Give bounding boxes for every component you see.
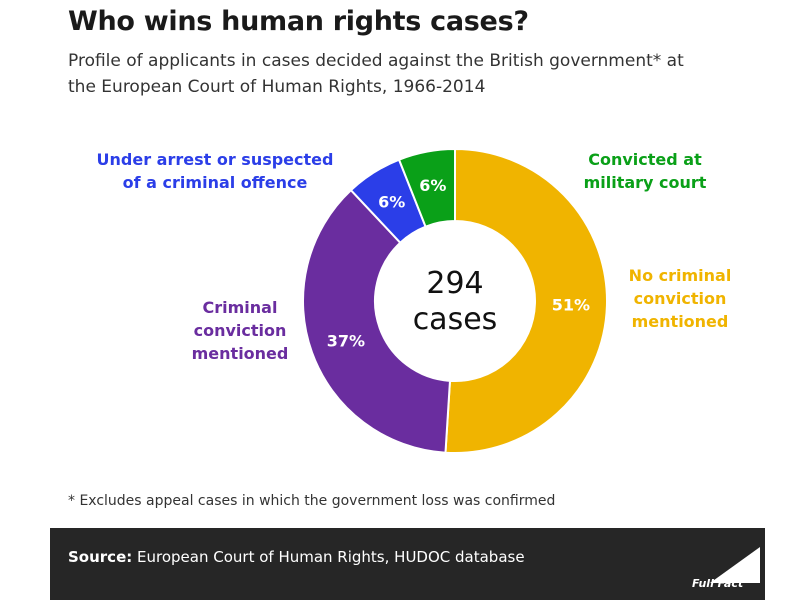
source-text: European Court of Human Rights, HUDOC da… <box>137 548 525 566</box>
slice-value-label: 6% <box>378 192 405 211</box>
slice-1 <box>444 147 608 454</box>
center-count: 294 <box>426 266 483 301</box>
source-line: Source: European Court of Human Rights, … <box>68 548 525 566</box>
source-bar <box>50 528 765 600</box>
logo-triangle <box>710 547 760 583</box>
slice-value-label: 6% <box>419 176 446 195</box>
slice-value-label: 51% <box>552 296 590 315</box>
full-fact-logo-icon: Full Fact <box>692 547 760 590</box>
slice-4 <box>397 147 456 228</box>
slice-category-label: Criminal conviction mentioned <box>192 298 289 363</box>
slice-2 <box>302 188 452 454</box>
slice-category-label: No criminal conviction mentioned <box>629 266 732 331</box>
chart-title: Who wins human rights cases? <box>68 6 529 37</box>
chart-subtitle: Profile of applicants in cases decided a… <box>68 51 684 97</box>
slice-value-label: 37% <box>327 331 365 350</box>
source-label: Source: <box>68 548 133 566</box>
logo-text: Full Fact <box>692 577 744 590</box>
center-unit: cases <box>413 302 498 337</box>
slice-category-label: Under arrest or suspected of a criminal o… <box>97 150 334 192</box>
slice-category-label: Convicted at military court <box>584 150 707 192</box>
footnote: * Excludes appeal cases in which the gov… <box>68 493 556 509</box>
